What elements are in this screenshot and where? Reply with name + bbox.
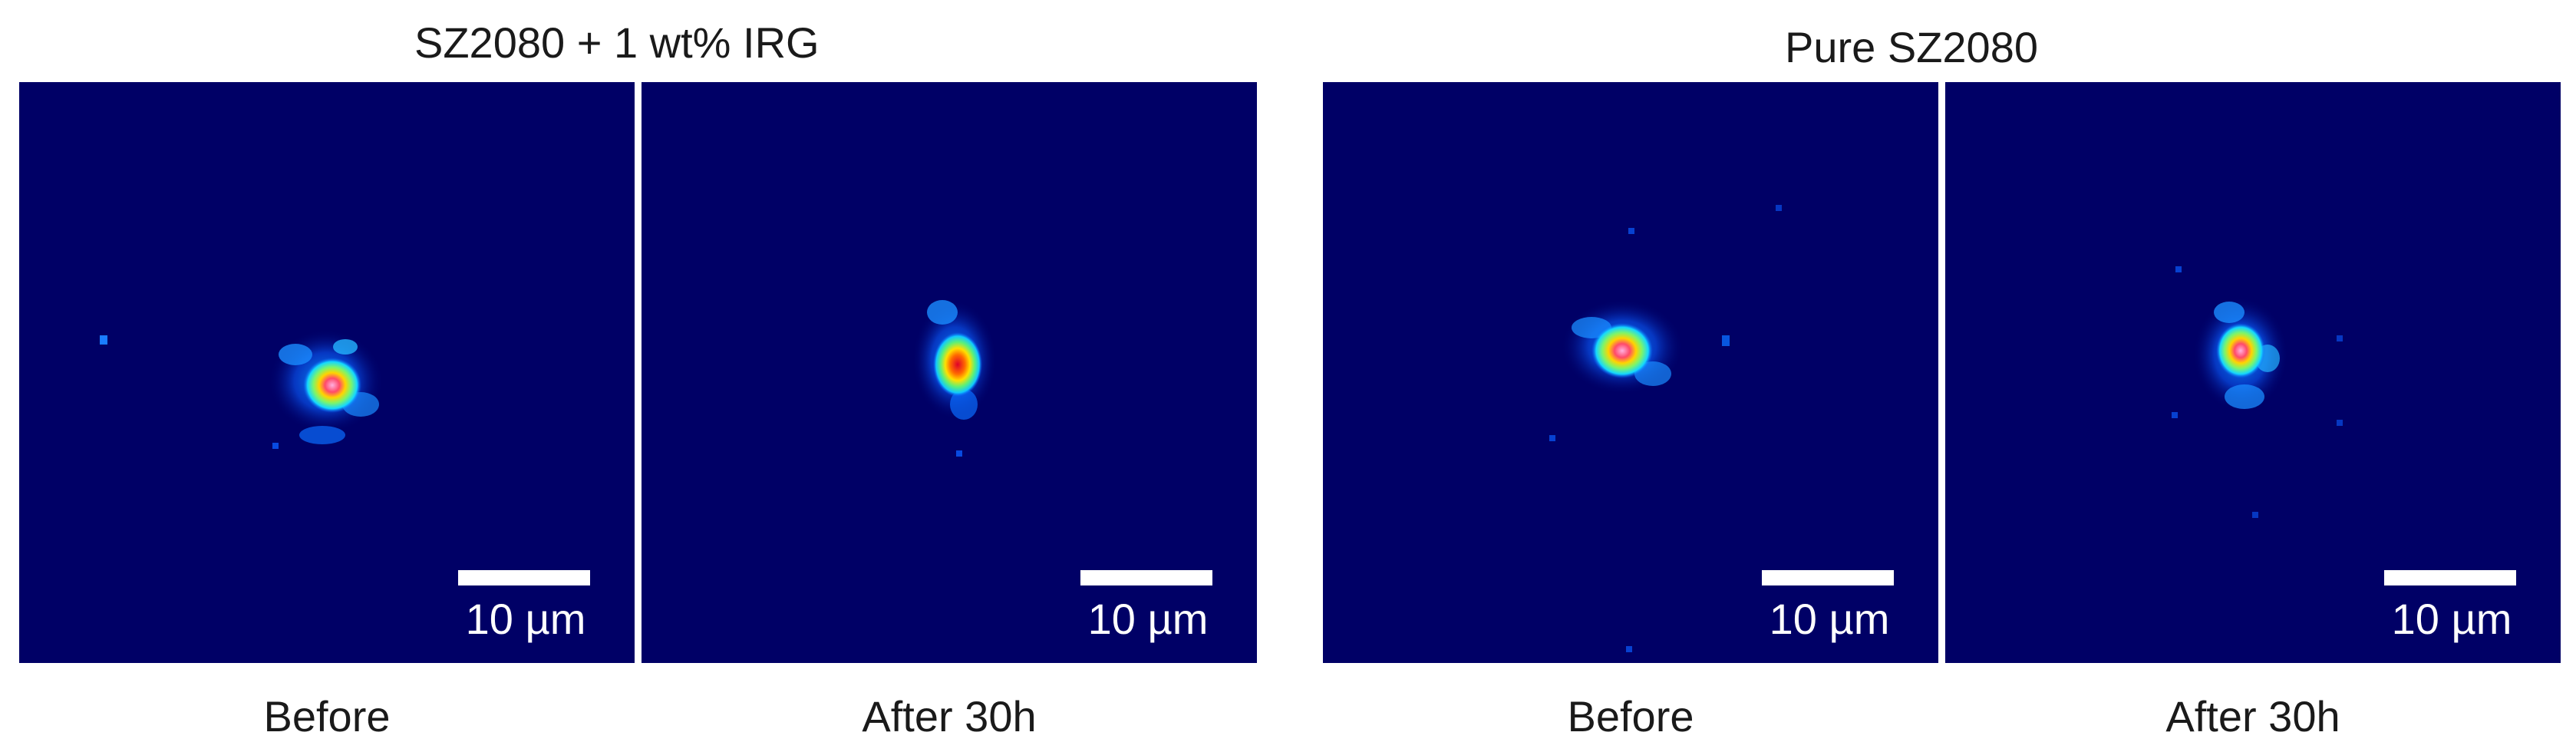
beam-profile-image-pure-after: 10 µm: [1945, 82, 2561, 663]
group-title-irg: SZ2080 + 1 wt% IRG: [414, 18, 820, 67]
caption-pure-before: Before: [1567, 692, 1694, 740]
scale-bar: [1080, 570, 1212, 585]
beam-profile-image-pure-before: 10 µm: [1323, 82, 1938, 663]
caption-irg-after: After 30h: [862, 692, 1037, 740]
group-title-pure: Pure SZ2080: [1785, 23, 2038, 71]
beam-spot-image: [100, 329, 384, 449]
beam-profile-image-irg-before: 10 µm: [19, 82, 635, 663]
beam-spot-image: [2172, 266, 2343, 518]
scale-bar-label: 10 µm: [465, 595, 586, 643]
scale-bar: [2384, 570, 2516, 585]
panel-divider: [1938, 82, 1945, 663]
beam-spot-image: [912, 300, 997, 457]
panel-divider: [635, 82, 642, 663]
scale-bar-label: 10 µm: [2391, 595, 2512, 643]
scale-bar: [458, 570, 590, 585]
scale-bar-label: 10 µm: [1769, 595, 1890, 643]
caption-pure-after: After 30h: [2165, 692, 2340, 740]
scale-bar: [1762, 570, 1894, 585]
beam-profile-image-irg-after: 10 µm: [642, 82, 1257, 663]
caption-irg-before: Before: [263, 692, 391, 740]
beam-spot-image: [1549, 205, 1782, 652]
scale-bar-label: 10 µm: [1087, 595, 1209, 643]
